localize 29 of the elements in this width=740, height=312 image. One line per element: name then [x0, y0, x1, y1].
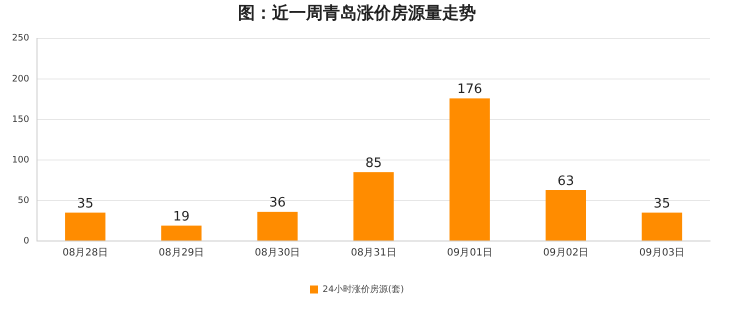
data-label: 176 — [457, 82, 482, 98]
x-tick-label: 09月02日 — [543, 248, 589, 259]
bar — [65, 212, 106, 240]
y-tick-label: 200 — [12, 74, 30, 84]
data-label: 85 — [365, 156, 382, 171]
bar — [642, 212, 682, 240]
data-label: 35 — [654, 196, 670, 212]
bar — [257, 212, 298, 240]
bar — [161, 226, 202, 240]
x-tick-label: 08月29日 — [158, 248, 204, 259]
x-tick-label: 08月30日 — [254, 248, 300, 259]
bar — [450, 98, 490, 240]
x-tick-label: 08月28日 — [62, 248, 108, 259]
y-tick-label: 50 — [18, 196, 30, 206]
bar — [546, 190, 586, 240]
legend-label: 24小时涨价房源(套) — [322, 284, 404, 295]
data-label: 36 — [269, 196, 286, 211]
bar — [353, 172, 394, 240]
y-tick-label: 150 — [12, 114, 30, 125]
x-tick-label: 09月03日 — [639, 248, 685, 259]
chart-title: 图：近一周青岛涨价房源量走势 — [238, 4, 476, 24]
data-label: 35 — [76, 196, 94, 212]
y-tick-label: 250 — [12, 34, 30, 44]
y-tick-label: 100 — [12, 155, 30, 166]
x-tick-label: 09月01日 — [446, 248, 492, 259]
y-tick-label: 0 — [23, 236, 30, 246]
data-label: 63 — [558, 174, 574, 189]
x-tick-label: 08月31日 — [350, 248, 396, 259]
data-label: 19 — [173, 209, 190, 224]
